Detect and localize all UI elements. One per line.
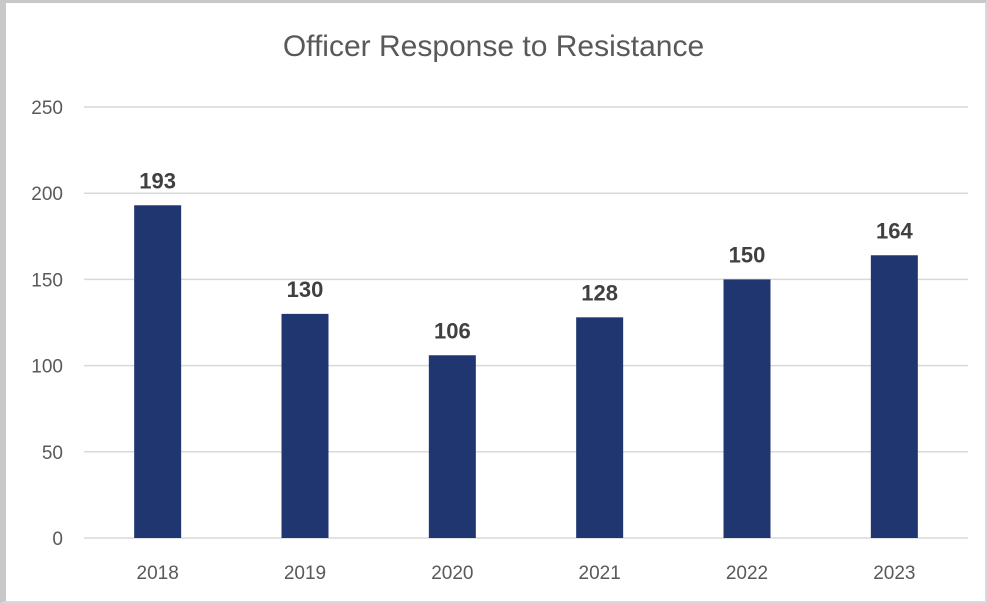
x-tick-label: 2020 <box>431 563 473 584</box>
x-tick-label: 2018 <box>137 563 179 584</box>
bars <box>134 205 918 538</box>
data-label: 150 <box>729 242 766 267</box>
gridlines <box>84 106 968 539</box>
x-tick-label: 2021 <box>579 563 621 584</box>
x-tick-label: 2019 <box>284 563 326 584</box>
x-axis-tick-labels: 2018 2019 2020 2021 2022 2023 <box>137 563 916 584</box>
bar-2019 <box>281 313 329 538</box>
x-tick-label: 2022 <box>726 563 768 584</box>
bar-2018 <box>134 205 182 538</box>
y-tick-label: 150 <box>31 270 63 291</box>
bar-2020 <box>428 355 476 538</box>
data-label: 106 <box>434 318 471 343</box>
x-tick-label: 2023 <box>873 563 915 584</box>
data-label: 193 <box>139 168 176 193</box>
data-label: 164 <box>876 218 913 243</box>
y-axis-tick-labels: 0 50 100 150 200 250 <box>31 98 63 550</box>
y-tick-label: 100 <box>31 357 63 378</box>
y-tick-label: 250 <box>31 98 63 119</box>
y-tick-label: 0 <box>52 529 63 550</box>
chart-title: Officer Response to Resistance <box>282 30 705 63</box>
y-tick-label: 50 <box>42 443 63 464</box>
data-label: 128 <box>581 280 618 305</box>
data-label: 130 <box>287 277 324 302</box>
y-tick-label: 200 <box>31 184 63 205</box>
bar-2021 <box>576 317 624 538</box>
bar-2023 <box>870 255 918 538</box>
bar-2022 <box>723 279 771 538</box>
data-labels: 193 130 106 128 150 164 <box>139 168 913 343</box>
